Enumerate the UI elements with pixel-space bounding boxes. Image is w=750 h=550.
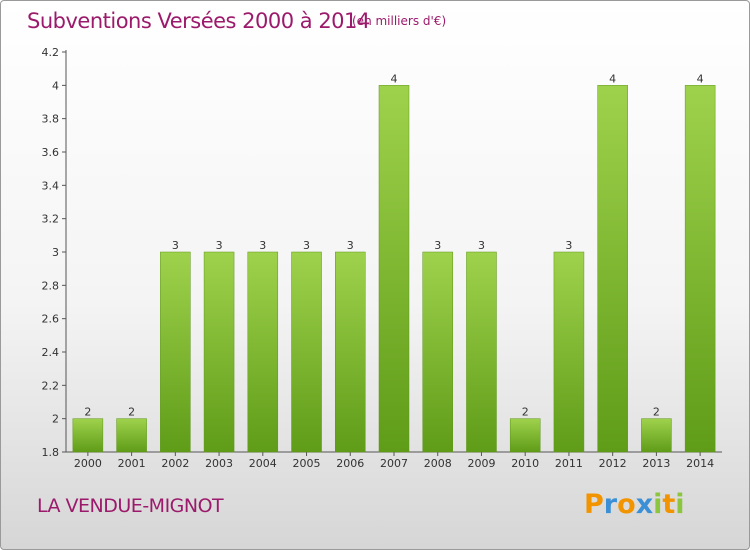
x-tick-label: 2012 (599, 457, 627, 470)
bar-data-label: 2 (128, 406, 135, 419)
bar (509, 418, 541, 453)
logo-letter: o (617, 489, 636, 520)
logo-letter: r (603, 489, 618, 520)
bar-data-label: 3 (259, 239, 266, 252)
proxiti-logo: Proxiti (584, 489, 685, 520)
bar (553, 251, 585, 453)
chart-bars: 2 2 3 3 3 3 3 4 3 3 2 3 4 2 4 (72, 72, 716, 453)
bar (422, 251, 453, 453)
bar (641, 418, 672, 453)
bar (247, 251, 279, 453)
bar-data-label: 4 (391, 72, 398, 85)
y-tick-label: 2.4 (42, 346, 60, 359)
bar-data-label: 3 (434, 239, 441, 252)
bar (684, 85, 716, 453)
bar-data-label: 4 (697, 72, 704, 85)
x-tick-label: 2013 (642, 457, 670, 470)
logo-letter: P (584, 489, 604, 520)
bar-data-label: 3 (303, 239, 310, 252)
x-tick-label: 2004 (249, 457, 277, 470)
y-tick-label: 2 (52, 413, 59, 426)
bar-data-label: 3 (216, 239, 223, 252)
bar-data-label: 3 (478, 239, 485, 252)
bar-data-label: 4 (609, 72, 616, 85)
logo-letter: i (675, 489, 685, 520)
bar (203, 251, 235, 453)
bar (466, 251, 497, 453)
bar (335, 251, 366, 453)
y-tick-label: 2.2 (42, 379, 60, 392)
x-tick-label: 2008 (424, 457, 452, 470)
x-tick-label: 2014 (686, 457, 714, 470)
bar-data-label: 2 (653, 406, 660, 419)
bar (160, 251, 191, 453)
x-tick-label: 2011 (555, 457, 583, 470)
y-tick-label: 3.4 (42, 179, 60, 192)
y-tick-label: 3.8 (42, 113, 60, 126)
logo-letter: x (635, 489, 654, 520)
logo-letter: i (653, 489, 663, 520)
x-tick-label: 2001 (118, 457, 146, 470)
chart-title: Subventions Versées 2000 à 2014 (27, 9, 370, 33)
chart-subtitle: (en milliers d'€) (352, 14, 447, 28)
y-tick-label: 1.8 (42, 446, 60, 459)
bar (291, 251, 322, 453)
y-tick-label: 4.2 (42, 46, 60, 59)
x-tick-label: 2006 (336, 457, 364, 470)
bar (72, 418, 104, 453)
x-tick-label: 2010 (511, 457, 539, 470)
bar-data-label: 3 (565, 239, 572, 252)
y-tick-label: 3.6 (42, 146, 60, 159)
bar (597, 85, 628, 453)
x-tick-label: 2007 (380, 457, 408, 470)
x-tick-label: 2003 (205, 457, 233, 470)
y-tick-label: 2.8 (42, 279, 60, 292)
x-tick-label: 2000 (74, 457, 102, 470)
x-tick-label: 2002 (161, 457, 189, 470)
bar-data-label: 3 (172, 239, 179, 252)
place-name: LA VENDUE-MIGNOT (37, 495, 224, 517)
bar (116, 418, 147, 453)
y-tick-label: 4 (52, 79, 59, 92)
x-tick-label: 2009 (467, 457, 495, 470)
bar (378, 85, 410, 453)
bar-data-label: 2 (522, 406, 529, 419)
x-tick-label: 2005 (293, 457, 321, 470)
logo-letter: t (662, 489, 676, 520)
bar-data-label: 2 (84, 406, 91, 419)
y-tick-label: 3.2 (42, 213, 60, 226)
y-tick-label: 3 (52, 246, 59, 259)
y-tick-label: 2.6 (42, 313, 60, 326)
chart-axes: 1.8 2 2.2 2.4 2.6 2.8 3 3.2 3.4 3.6 3.8 4 4.2 2000 200… (42, 46, 722, 470)
bar-data-label: 3 (347, 239, 354, 252)
